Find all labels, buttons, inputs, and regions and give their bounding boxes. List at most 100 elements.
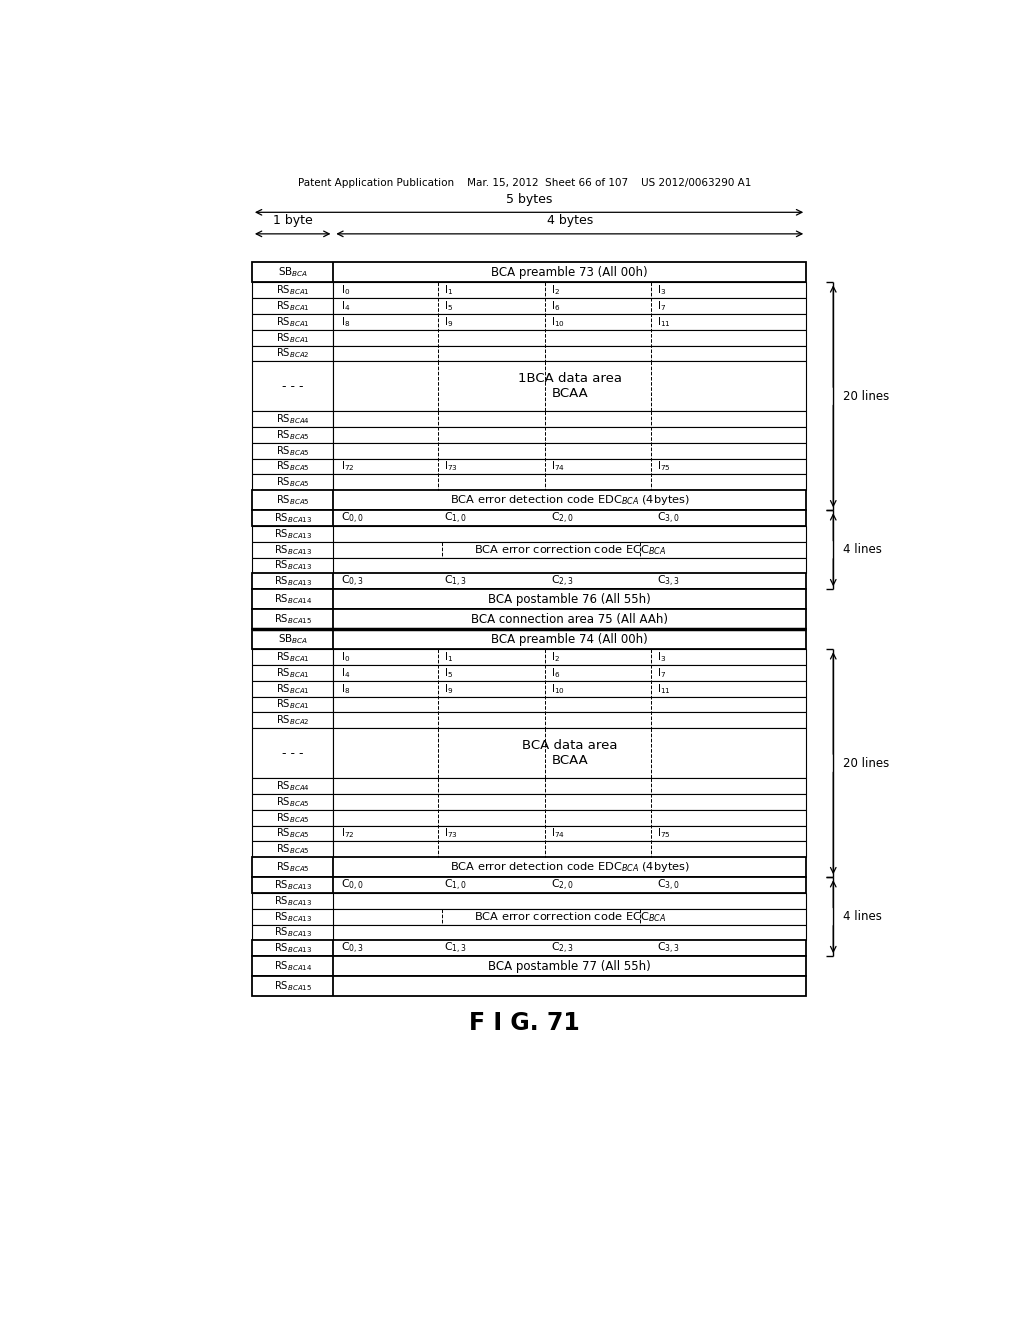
Bar (334, 314, 806, 330)
Bar (252, 697, 334, 713)
Text: I$_7$: I$_7$ (657, 300, 667, 313)
Bar (334, 665, 806, 681)
Bar (334, 362, 806, 412)
Text: BCA error detection code EDC$_{BCA}$ (4bytes): BCA error detection code EDC$_{BCA}$ (4b… (450, 494, 690, 507)
Bar (252, 362, 334, 412)
Bar (252, 924, 806, 940)
Text: 4 bytes: 4 bytes (547, 214, 593, 227)
Bar (252, 649, 334, 665)
Text: 4 lines: 4 lines (843, 544, 882, 556)
Text: I$_{11}$: I$_{11}$ (657, 315, 671, 329)
Bar (252, 841, 334, 857)
Bar (334, 795, 806, 810)
Text: I$_{75}$: I$_{75}$ (657, 459, 671, 474)
Bar (252, 490, 806, 511)
Text: F I G. 71: F I G. 71 (469, 1011, 581, 1035)
Text: RS$_{BCA2}$: RS$_{BCA2}$ (275, 713, 309, 727)
Text: I$_0$: I$_0$ (341, 651, 350, 664)
Bar (252, 330, 334, 346)
Text: RS$_{BCA1}$: RS$_{BCA1}$ (275, 682, 309, 696)
Text: RS$_{BCA15}$: RS$_{BCA15}$ (273, 612, 311, 626)
Bar (252, 878, 806, 894)
Bar (334, 459, 806, 474)
Text: 20 lines: 20 lines (843, 389, 889, 403)
Text: RS$_{BCA13}$: RS$_{BCA13}$ (273, 894, 312, 908)
Bar (252, 977, 806, 997)
Text: RS$_{BCA4}$: RS$_{BCA4}$ (275, 412, 309, 426)
Text: I$_{11}$: I$_{11}$ (657, 682, 671, 696)
Text: RS$_{BCA5}$: RS$_{BCA5}$ (275, 842, 309, 857)
Text: C$_{1,3}$: C$_{1,3}$ (444, 574, 467, 589)
Text: C$_{1,0}$: C$_{1,0}$ (444, 511, 467, 525)
Bar (252, 908, 806, 924)
Text: I$_{73}$: I$_{73}$ (444, 826, 458, 841)
Bar (334, 346, 806, 362)
Bar (252, 729, 334, 779)
Text: I$_{72}$: I$_{72}$ (341, 459, 354, 474)
Text: RS$_{BCA13}$: RS$_{BCA13}$ (273, 574, 312, 589)
Text: RS$_{BCA13}$: RS$_{BCA13}$ (273, 909, 312, 924)
Text: I$_1$: I$_1$ (444, 284, 454, 297)
Text: RS$_{BCA5}$: RS$_{BCA5}$ (275, 826, 309, 841)
Text: C$_{3,3}$: C$_{3,3}$ (657, 941, 680, 956)
Bar (252, 428, 334, 444)
Bar (334, 282, 806, 298)
Text: RS$_{BCA5}$: RS$_{BCA5}$ (275, 494, 309, 507)
Bar (252, 263, 806, 282)
Text: C$_{2,0}$: C$_{2,0}$ (551, 878, 573, 892)
Text: RS$_{BCA5}$: RS$_{BCA5}$ (275, 795, 309, 809)
Text: I$_{74}$: I$_{74}$ (551, 459, 565, 474)
Text: RS$_{BCA1}$: RS$_{BCA1}$ (275, 651, 309, 664)
Bar (252, 956, 806, 977)
Bar (334, 841, 806, 857)
Text: I$_{10}$: I$_{10}$ (551, 682, 565, 696)
Text: RS$_{BCA14}$: RS$_{BCA14}$ (273, 960, 312, 973)
Text: RS$_{BCA15}$: RS$_{BCA15}$ (273, 979, 311, 993)
Bar (252, 857, 806, 878)
Bar (334, 681, 806, 697)
Bar (334, 697, 806, 713)
Text: RS$_{BCA13}$: RS$_{BCA13}$ (273, 941, 312, 956)
Text: RS$_{BCA5}$: RS$_{BCA5}$ (275, 475, 309, 490)
Bar (252, 665, 334, 681)
Text: SB$_{BCA}$: SB$_{BCA}$ (278, 265, 308, 280)
Text: RS$_{BCA1}$: RS$_{BCA1}$ (275, 284, 309, 297)
Text: RS$_{BCA2}$: RS$_{BCA2}$ (275, 347, 309, 360)
Bar (252, 779, 334, 795)
Text: I$_3$: I$_3$ (657, 284, 667, 297)
Text: I$_2$: I$_2$ (551, 651, 560, 664)
Text: 4 lines: 4 lines (843, 911, 882, 923)
Text: RS$_{BCA13}$: RS$_{BCA13}$ (273, 878, 312, 892)
Text: BCA postamble 77 (All 55h): BCA postamble 77 (All 55h) (488, 960, 651, 973)
Text: C$_{1,3}$: C$_{1,3}$ (444, 941, 467, 956)
Text: RS$_{BCA1}$: RS$_{BCA1}$ (275, 300, 309, 313)
Text: I$_0$: I$_0$ (341, 284, 350, 297)
Bar (252, 444, 334, 459)
Text: SB$_{BCA}$: SB$_{BCA}$ (278, 632, 308, 647)
Text: BCA error correction code ECC$_{BCA}$: BCA error correction code ECC$_{BCA}$ (474, 909, 666, 924)
Text: 20 lines: 20 lines (843, 756, 889, 770)
Text: BCA postamble 76 (All 55h): BCA postamble 76 (All 55h) (488, 593, 651, 606)
Text: RS$_{BCA13}$: RS$_{BCA13}$ (273, 543, 312, 557)
Bar (252, 610, 806, 630)
Text: I$_3$: I$_3$ (657, 651, 667, 664)
Bar (334, 825, 806, 841)
Text: RS$_{BCA4}$: RS$_{BCA4}$ (275, 779, 309, 793)
Text: 1 byte: 1 byte (272, 214, 312, 227)
Text: RS$_{BCA5}$: RS$_{BCA5}$ (275, 810, 309, 825)
Text: C$_{0,0}$: C$_{0,0}$ (341, 511, 364, 525)
Text: I$_{74}$: I$_{74}$ (551, 826, 565, 841)
Bar (334, 713, 806, 729)
Text: RS$_{BCA13}$: RS$_{BCA13}$ (273, 558, 312, 573)
Bar (252, 527, 806, 543)
Text: BCA preamble 73 (All 00h): BCA preamble 73 (All 00h) (492, 265, 648, 279)
Text: C$_{3,0}$: C$_{3,0}$ (657, 878, 680, 892)
Text: RS$_{BCA5}$: RS$_{BCA5}$ (275, 444, 309, 458)
Text: I$_1$: I$_1$ (444, 651, 454, 664)
Bar (252, 282, 334, 298)
Text: I$_2$: I$_2$ (551, 284, 560, 297)
Text: C$_{1,0}$: C$_{1,0}$ (444, 878, 467, 892)
Bar (252, 346, 334, 362)
Text: I$_8$: I$_8$ (341, 682, 350, 696)
Text: C$_{2,3}$: C$_{2,3}$ (551, 941, 573, 956)
